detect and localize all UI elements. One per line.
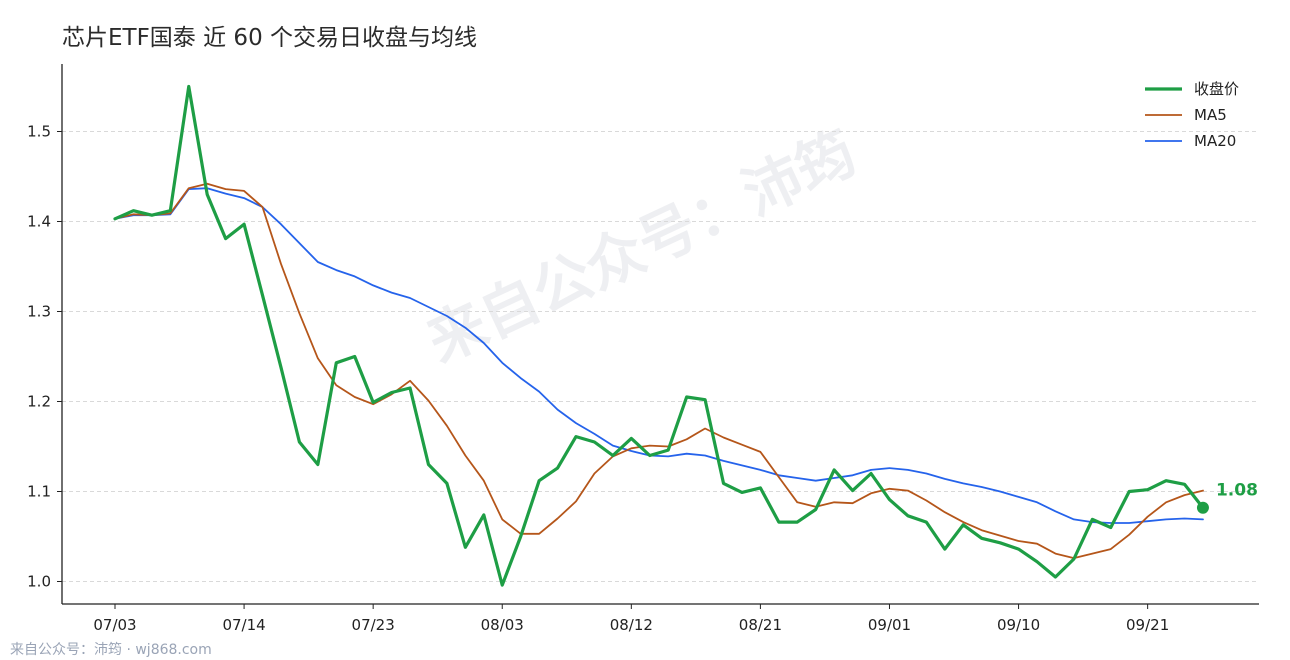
watermark: 来自公众号：沛筠 [417,118,866,376]
y-tick-label: 1.2 [27,393,51,411]
y-tick-label: 1.3 [27,303,51,321]
watermark-text: 来自公众号：沛筠 [417,118,866,376]
series-line-ma5 [114,182,1204,559]
x-tick-label: 09/21 [1126,616,1169,634]
series [113,84,1205,587]
chart-title: 芯片ETF国泰 近 60 个交易日收盘与均线 [62,25,478,51]
last-value-label: 1.08 [1216,481,1258,501]
y-tick-label: 1.1 [27,483,51,501]
series-line-ma20 [114,187,1204,524]
x-tick-label: 07/14 [222,616,265,634]
x-tick-label: 08/21 [739,616,782,634]
x-tick-label: 09/10 [997,616,1040,634]
x-tick-label: 08/12 [610,616,653,634]
grid [62,131,1259,582]
y-tick-label: 1.5 [27,123,51,141]
last-point-marker: 1.08 [1196,481,1258,514]
legend-label: MA20 [1194,132,1236,150]
x-tick-label: 07/23 [352,616,395,634]
y-axis-ticks: 1.0 1.1 1.2 1.3 1.4 1.5 [27,123,62,591]
legend-label: 收盘价 [1194,80,1239,98]
series-line-close [113,84,1205,587]
footer-attribution: 来自公众号：沛筠 · wj868.com [10,642,212,658]
legend-label: MA5 [1194,106,1227,124]
y-tick-label: 1.4 [27,213,51,231]
x-axis-ticks: 07/03 07/14 07/23 08/03 08/12 08/21 09/01 09/10… [93,604,1169,634]
legend: 收盘价 MA5 MA20 [1145,80,1239,150]
x-tick-label: 09/01 [868,616,911,634]
x-tick-label: 07/03 [93,616,136,634]
axes [61,64,1259,605]
last-point-dot [1196,501,1209,514]
x-tick-label: 08/03 [481,616,524,634]
y-tick-label: 1.0 [27,573,51,591]
